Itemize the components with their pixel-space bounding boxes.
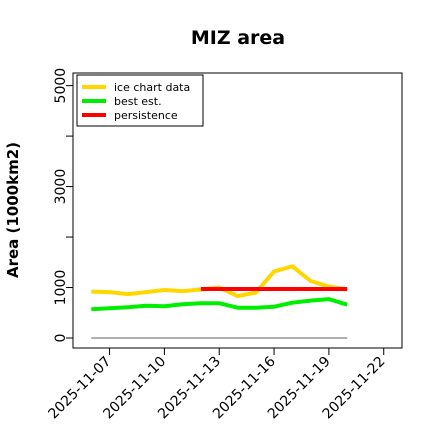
chart-title: MIZ area [191,27,285,49]
series-line-ice-chart-data [91,264,348,299]
y-axis-label: Area (1000km2) [4,142,22,278]
legend-label-ice-chart-data: ice chart data [114,81,190,94]
series-layer [91,264,348,339]
plot-frame [72,72,403,349]
y-tick-label-3: 5000 [53,68,69,104]
y-tick-label-0: 0 [53,334,69,343]
legend-label-best-est: best est. [114,95,162,108]
legend-label-persistence: persistence [114,109,178,122]
legend: ice chart data best est. persistence [76,74,204,127]
y-tick-label-1: 1000 [53,270,69,306]
y-tick-label-2: 3000 [53,169,69,205]
series-line-best-est [91,297,348,312]
